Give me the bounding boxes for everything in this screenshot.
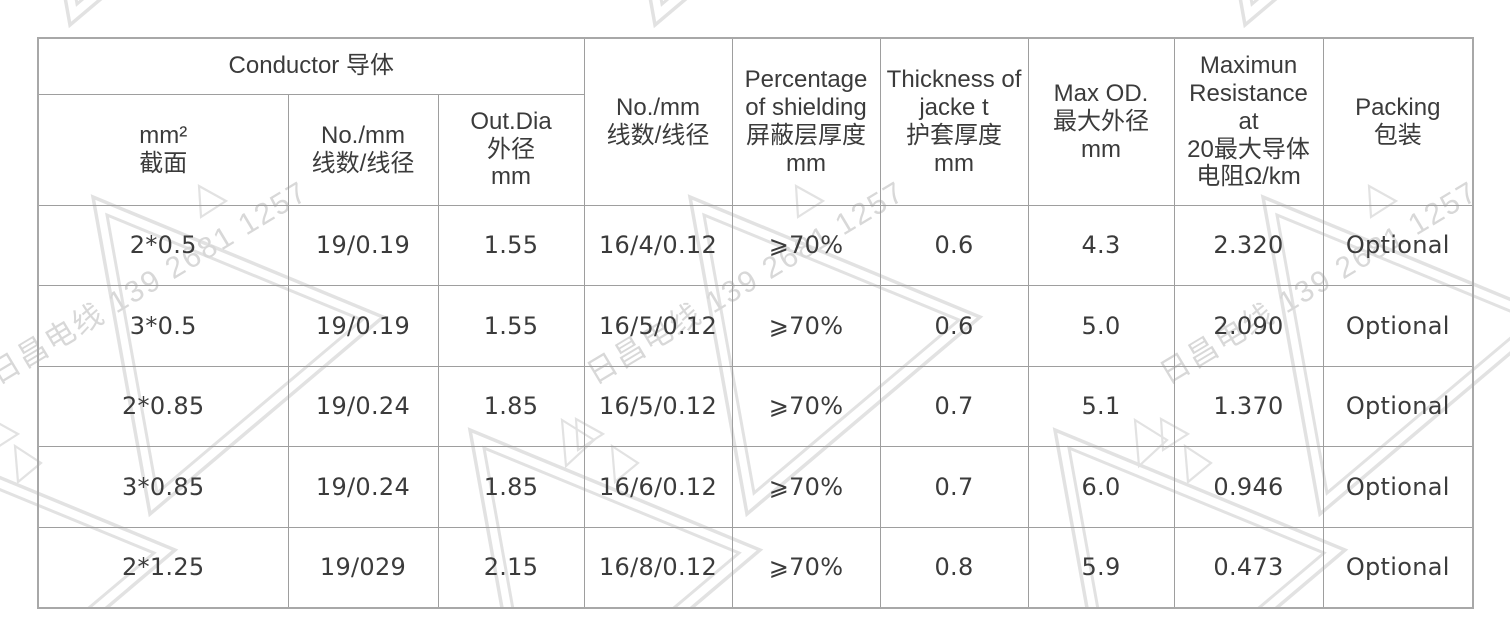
column-header-out-dia: Out.Dia 外径 mm xyxy=(437,93,585,206)
column-header-cross-section: mm² 截面 xyxy=(37,93,289,206)
table-cell: Optional xyxy=(1322,204,1474,287)
table-cell: 0.6 xyxy=(879,204,1029,287)
group-header-conductor: Conductor 导体 xyxy=(37,37,585,95)
table-row: 3*0.85 19/0.24 1.85 16/6/0.12 ⩾70% 0.7 6… xyxy=(37,446,1474,528)
table-cell: 5.9 xyxy=(1027,526,1175,609)
table-cell: 3*0.85 xyxy=(37,446,289,528)
watermark-cluster xyxy=(1058,0,1498,35)
table-cell: 5.1 xyxy=(1027,365,1175,448)
table-cell: 0.473 xyxy=(1173,526,1324,609)
table-cell: 19/029 xyxy=(287,526,439,609)
table-cell: ⩾70% xyxy=(731,204,881,287)
table-cell: 0.7 xyxy=(879,365,1029,448)
table-cell: ⩾70% xyxy=(731,365,881,448)
header-row-1: Conductor 导体 No./mm 线数/线径 Percentage of … xyxy=(37,37,1474,206)
table-cell: 0.8 xyxy=(879,526,1029,609)
table-cell: Optional xyxy=(1322,285,1474,367)
column-header-jacket-thickness: Thickness of jacke t 护套厚度 mm xyxy=(879,37,1029,206)
table-cell: 16/5/0.12 xyxy=(583,365,733,448)
table-cell: 19/0.19 xyxy=(287,204,439,287)
table-cell: 2*0.5 xyxy=(37,204,289,287)
table-row: 2*1.25 19/029 2.15 16/8/0.12 ⩾70% 0.8 5.… xyxy=(37,526,1474,609)
table-cell: Optional xyxy=(1322,526,1474,609)
header-row-2: mm² 截面 No./mm 线数/线径 Out.Dia 外径 mm xyxy=(37,93,1473,206)
table-cell: 1.55 xyxy=(437,204,585,287)
table-cell: 4.3 xyxy=(1027,204,1175,287)
table-row: 3*0.5 19/0.19 1.55 16/5/0.12 ⩾70% 0.6 5.… xyxy=(37,285,1474,367)
table-row: 2*0.85 19/0.24 1.85 16/5/0.12 ⩾70% 0.7 5… xyxy=(37,365,1474,448)
watermark-cluster xyxy=(468,0,908,35)
table-cell: 3*0.5 xyxy=(37,285,289,367)
column-header-conductor-strands: No./mm 线数/线径 xyxy=(287,93,439,206)
spec-table: Conductor 导体 No./mm 线数/线径 Percentage of … xyxy=(37,37,1475,609)
table-cell: 16/5/0.12 xyxy=(583,285,733,367)
table-cell: 16/6/0.12 xyxy=(583,446,733,528)
table-cell: ⩾70% xyxy=(731,526,881,609)
table-cell: 19/0.24 xyxy=(287,365,439,448)
table-cell: 6.0 xyxy=(1027,446,1175,528)
table-cell: 1.85 xyxy=(437,446,585,528)
column-header-max-resistance: Maximun Resistance at 20最大导体 电阻Ω/km xyxy=(1173,37,1324,206)
table-cell: 19/0.19 xyxy=(287,285,439,367)
table-cell: 2*0.85 xyxy=(37,365,289,448)
table-cell: ⩾70% xyxy=(731,446,881,528)
table-cell: 2.320 xyxy=(1173,204,1324,287)
table-cell: 5.0 xyxy=(1027,285,1175,367)
table-cell: 0.7 xyxy=(879,446,1029,528)
column-header-strands: No./mm 线数/线径 xyxy=(583,37,733,206)
table-cell: ⩾70% xyxy=(731,285,881,367)
table-cell: 1.55 xyxy=(437,285,585,367)
table-cell: 0.6 xyxy=(879,285,1029,367)
table-cell: 0.946 xyxy=(1173,446,1324,528)
column-header-max-od: Max OD. 最大外径 mm xyxy=(1027,37,1175,206)
table-cell: 2.15 xyxy=(437,526,585,609)
table-cell: 1.370 xyxy=(1173,365,1324,448)
table-cell: Optional xyxy=(1322,446,1474,528)
table-cell: 19/0.24 xyxy=(287,446,439,528)
table-cell: 2.090 xyxy=(1173,285,1324,367)
table-cell: 16/8/0.12 xyxy=(583,526,733,609)
table-cell: 16/4/0.12 xyxy=(583,204,733,287)
column-header-shielding: Percentage of shielding 屏蔽层厚度 mm xyxy=(731,37,881,206)
table-cell: 1.85 xyxy=(437,365,585,448)
table-row: 2*0.5 19/0.19 1.55 16/4/0.12 ⩾70% 0.6 4.… xyxy=(37,204,1474,287)
table-cell: Optional xyxy=(1322,365,1474,448)
column-header-packing: Packing 包装 xyxy=(1322,37,1474,206)
watermark-cluster xyxy=(0,0,323,35)
table-cell: 2*1.25 xyxy=(37,526,289,609)
